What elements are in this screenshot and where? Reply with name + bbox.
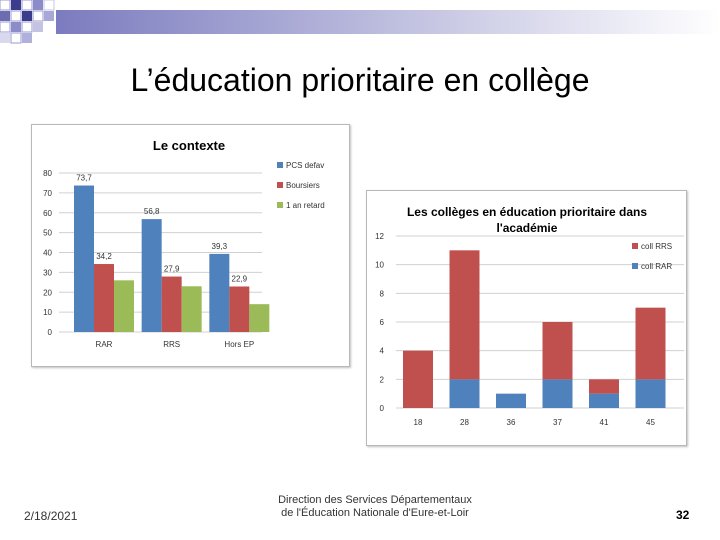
bar-pcs-defav [209,253,230,332]
y-tick-label: 30 [43,268,52,277]
x-tick-label: Hors EP [224,340,254,349]
bar-1-an-retard [181,286,202,332]
context-chart-svg: Le contexte 0 10 20 30 40 50 60 70 80 73,7 34,2 RAR 5… [43,138,325,349]
corner-decoration [0,0,720,44]
x-tick-label: 28 [460,418,469,427]
y-tick-label: 60 [43,209,52,218]
y-tick-label: 8 [380,289,385,298]
legend-label: coll RRS [641,242,672,251]
x-tick-label: 37 [553,418,562,427]
legend-label: coll RAR [641,262,672,271]
slide-footer: Direction des Services Départementaux de… [240,494,510,520]
y-tick-label: 10 [43,308,52,317]
legend-label: Boursiers [286,181,320,190]
y-tick-label: 4 [380,347,385,356]
slide-date: 2/18/2021 [24,509,78,523]
y-tick-label: 10 [375,261,384,270]
legend-label: 1 an retard [286,201,325,210]
y-tick-label: 12 [375,232,384,241]
y-tick-label: 40 [43,249,52,258]
footer-line-1: Direction des Services Départementaux [278,494,472,506]
y-tick-label: 50 [43,229,52,238]
bar-coll-rrs [449,250,480,380]
data-label: 73,7 [76,174,92,183]
bar-coll-rar [589,393,619,408]
y-tick-label: 70 [43,189,52,198]
bar-coll-rar [449,379,480,408]
legend-swatch [277,182,283,188]
data-label: 56,8 [144,207,160,216]
y-tick-label: 20 [43,288,52,297]
x-tick-label: RRS [163,340,180,349]
y-tick-label: 80 [43,169,52,178]
data-label: 34,2 [96,252,112,261]
legend-swatch [277,202,283,208]
colleges-chart: Les collèges en éducation prioritaire da… [366,190,687,446]
bar-coll-rar [542,379,573,408]
data-label: 22,9 [232,274,248,283]
x-tick-label: 18 [414,418,423,427]
chart-title: Les collèges en éducation prioritaire da… [407,205,647,235]
bar-boursiers [94,264,114,332]
legend-label: PCS defav [286,161,324,170]
x-tick-label: 41 [600,418,609,427]
bar-coll-rrs [542,322,573,380]
slide-title: L’éducation prioritaire en collège [130,62,590,98]
legend-swatch [632,243,638,249]
x-tick-label: 45 [646,418,655,427]
bar-1-an-retard [114,280,134,332]
legend-swatch [277,162,283,168]
chart-title: Le contexte [153,138,225,153]
y-tick-label: 2 [380,375,385,384]
data-label: 39,3 [212,242,228,251]
legend-swatch [632,263,638,269]
bar-boursiers [161,276,182,332]
bar-coll-rrs [635,307,666,380]
bar-coll-rar [496,393,526,408]
x-tick-label: 36 [507,418,516,427]
footer-line-2: de l'Éducation Nationale d'Eure-et-Loir [281,507,469,519]
bar-coll-rrs [589,379,619,394]
bar-pcs-defav [74,185,94,332]
bar-coll-rrs [403,350,433,408]
y-tick-label: 0 [380,404,385,413]
bar-coll-rar [635,379,666,408]
y-tick-label: 6 [380,318,385,327]
bar-boursiers [229,286,250,332]
colleges-chart-svg: Les collèges en éducation prioritaire da… [375,205,684,427]
y-tick-label: 0 [48,328,53,337]
header-band [56,10,720,34]
page-number: 32 [676,508,690,522]
context-chart: Le contexte 0 10 20 30 40 50 60 70 80 73,7 34,2 RAR 5… [31,124,350,367]
bar-pcs-defav [141,219,162,332]
data-label: 27,9 [164,265,180,274]
x-tick-label: RAR [96,340,113,349]
bar-1-an-retard [249,304,270,332]
